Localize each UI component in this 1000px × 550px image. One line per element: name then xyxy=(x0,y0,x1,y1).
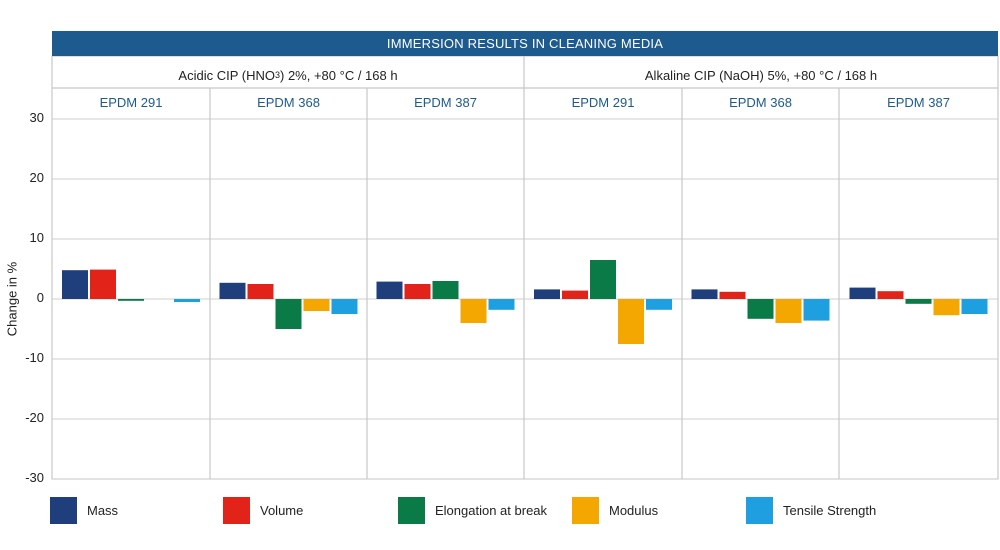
y-axis-label: Change in % xyxy=(4,261,20,337)
bar-elongation-at-break xyxy=(118,299,144,301)
bar-mass xyxy=(691,289,718,299)
y-tick-label: -30 xyxy=(25,470,44,485)
legend-swatch xyxy=(50,496,77,524)
bar-elongation-at-break xyxy=(905,299,932,304)
bar-elongation-at-break xyxy=(590,260,616,299)
bar-modulus xyxy=(933,299,960,316)
condition-alkaline-text: Alkaline CIP (NaOH) 5%, +80 °C / 168 h xyxy=(644,67,878,83)
bar-tensile-strength xyxy=(961,299,988,314)
y-tick-label: 0 xyxy=(36,290,44,305)
bar-volume xyxy=(562,290,588,299)
bar-elongation-at-break xyxy=(275,299,302,329)
category-label: EPDM 291 xyxy=(571,94,635,110)
bar-tensile-strength xyxy=(488,299,515,310)
bar-mass xyxy=(849,287,876,299)
y-tick-label: 30 xyxy=(29,110,44,125)
legend-swatch xyxy=(223,496,250,524)
y-tick-label: -20 xyxy=(25,410,44,425)
bar-tensile-strength xyxy=(331,299,358,314)
legend-item-elongation: Elongation at break xyxy=(398,495,547,525)
bar-volume xyxy=(877,291,904,299)
bar-mass xyxy=(62,270,88,299)
category-label: EPDM 368 xyxy=(729,94,792,110)
condition-label-acidic: Acidic CIP (HNO 3) 2%, +80 °C / 168 h xyxy=(52,64,524,86)
legend-label: Tensile Strength xyxy=(783,502,877,518)
bar-mass xyxy=(376,281,403,299)
bar-elongation-at-break xyxy=(747,299,774,319)
legend-item-tensile-strength: Tensile Strength xyxy=(746,495,876,525)
category-label: EPDM 291 xyxy=(99,94,163,110)
legend-label: Mass xyxy=(87,502,119,518)
legend-item-modulus: Modulus xyxy=(572,495,658,525)
y-tick-label: 20 xyxy=(29,170,44,185)
bar-mass xyxy=(219,282,246,299)
category-label: EPDM 387 xyxy=(887,94,950,110)
bar-elongation-at-break xyxy=(432,281,459,299)
bar-tensile-strength xyxy=(646,299,672,310)
bar-modulus xyxy=(618,299,644,344)
legend-swatch xyxy=(572,496,599,524)
bar-volume xyxy=(719,291,746,299)
bar-modulus xyxy=(775,299,802,323)
y-tick-label: -10 xyxy=(25,350,44,365)
category-label: EPDM 387 xyxy=(414,94,477,110)
bar-mass xyxy=(534,289,560,299)
legend-label: Elongation at break xyxy=(435,502,548,518)
y-tick-label: 10 xyxy=(29,230,44,245)
legend-item-mass: Mass xyxy=(50,495,118,525)
bar-modulus xyxy=(303,299,330,311)
bar-volume xyxy=(404,284,431,299)
condition-acidic-text-post: ) 2%, +80 °C / 168 h xyxy=(280,67,398,83)
bar-volume xyxy=(90,269,116,299)
legend-label: Volume xyxy=(260,502,304,518)
category-label: EPDM 368 xyxy=(257,94,320,110)
bar-modulus xyxy=(460,299,487,323)
legend-item-volume: Volume xyxy=(223,495,303,525)
bar-tensile-strength xyxy=(803,299,830,321)
condition-acidic-subscript: 3 xyxy=(274,70,280,80)
legend-swatch xyxy=(398,496,425,524)
bar-volume xyxy=(247,284,274,299)
condition-label-alkaline: Alkaline CIP (NaOH) 5%, +80 °C / 168 h xyxy=(524,64,998,86)
legend-label: Modulus xyxy=(609,502,659,518)
condition-acidic-text-pre: Acidic CIP (HNO xyxy=(178,67,275,83)
bar-tensile-strength xyxy=(174,299,200,302)
chart-title: IMMERSION RESULTS IN CLEANING MEDIA xyxy=(52,31,998,56)
legend-swatch xyxy=(746,496,773,524)
